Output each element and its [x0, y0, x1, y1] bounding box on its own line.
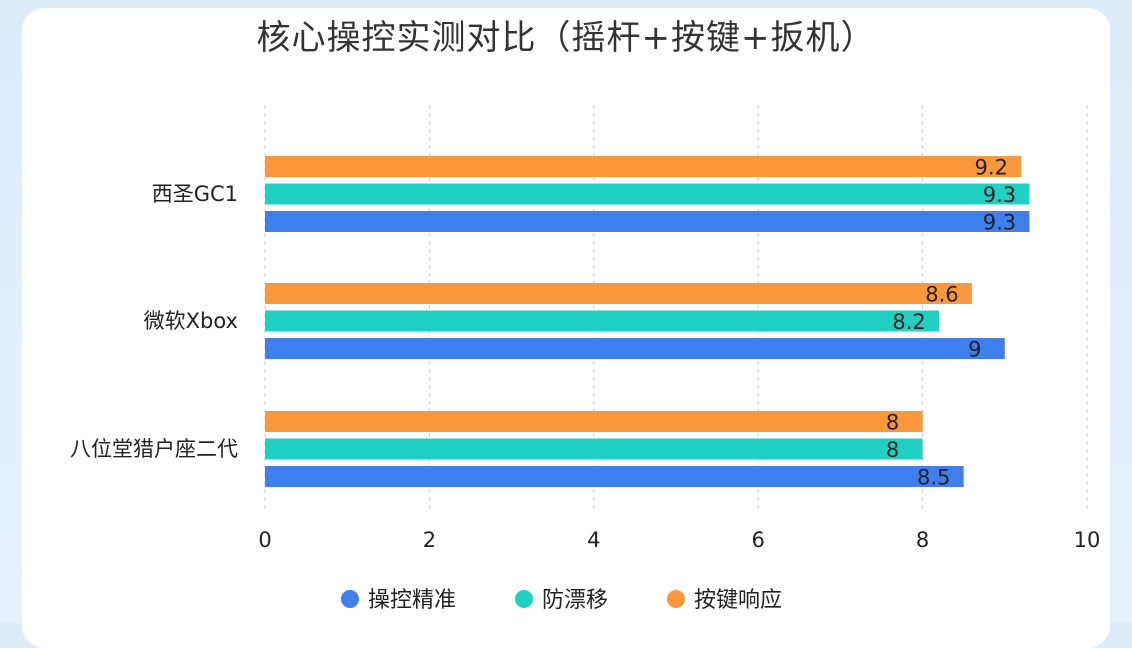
- data-label: 9.3: [983, 183, 1016, 207]
- data-label: 9: [968, 338, 981, 362]
- legend-item[interactable]: 操控精准: [341, 588, 456, 613]
- data-label: 8: [886, 438, 899, 462]
- x-tick-label: 6: [752, 528, 765, 552]
- legend-marker: [515, 590, 533, 608]
- bar: [265, 411, 923, 432]
- x-tick-label: 0: [258, 528, 271, 552]
- legend-item[interactable]: 按键响应: [667, 588, 782, 613]
- legend-label: 操控精准: [368, 588, 456, 613]
- bar: [265, 156, 1022, 177]
- bar-chart: 9.3 9.3 9.2 9 8.28.6 8.5 8 8 西圣GC1 微软Xbox 八位堂猎户座二…: [70, 105, 1100, 613]
- legend-label: 防漂移: [542, 588, 608, 613]
- category-label: 西圣GC1: [152, 182, 238, 206]
- x-tick-label: 4: [587, 528, 600, 552]
- chart-title: 核心操控实测对比（摇杆+按键+扳机）: [256, 18, 876, 58]
- category-label: 八位堂猎户座二代: [70, 437, 238, 461]
- x-tick-label: 2: [423, 528, 436, 552]
- legend-marker: [341, 590, 359, 608]
- bar: [265, 438, 923, 460]
- x-axis-ticks: 0 2 4 6 8 10: [258, 528, 1100, 552]
- bar: [265, 183, 1030, 205]
- data-label: 9.2: [975, 156, 1008, 180]
- legend-label: 按键响应: [694, 588, 782, 613]
- data-label: 8.2: [892, 310, 925, 334]
- legend-marker: [667, 590, 685, 608]
- x-tick-label: 8: [916, 528, 929, 552]
- category-labels: 西圣GC1 微软Xbox 八位堂猎户座二代: [70, 182, 238, 461]
- bars: 9.3 9.3 9.2 9 8.28.6 8.5 8 8: [265, 156, 1030, 490]
- data-label: 8.5: [917, 466, 950, 490]
- bar: [265, 310, 940, 332]
- x-tick-label: 10: [1074, 528, 1101, 552]
- category-label: 微软Xbox: [144, 309, 238, 333]
- legend-item[interactable]: 防漂移: [515, 588, 608, 613]
- bar: [265, 338, 1005, 359]
- data-label: 8.6: [925, 283, 958, 307]
- bar: [265, 211, 1030, 232]
- bar: [265, 283, 972, 304]
- data-label: 8: [886, 411, 899, 435]
- data-label: 9.3: [983, 211, 1016, 235]
- legend: 操控精准 防漂移 按键响应: [341, 588, 782, 613]
- bar: [265, 466, 964, 487]
